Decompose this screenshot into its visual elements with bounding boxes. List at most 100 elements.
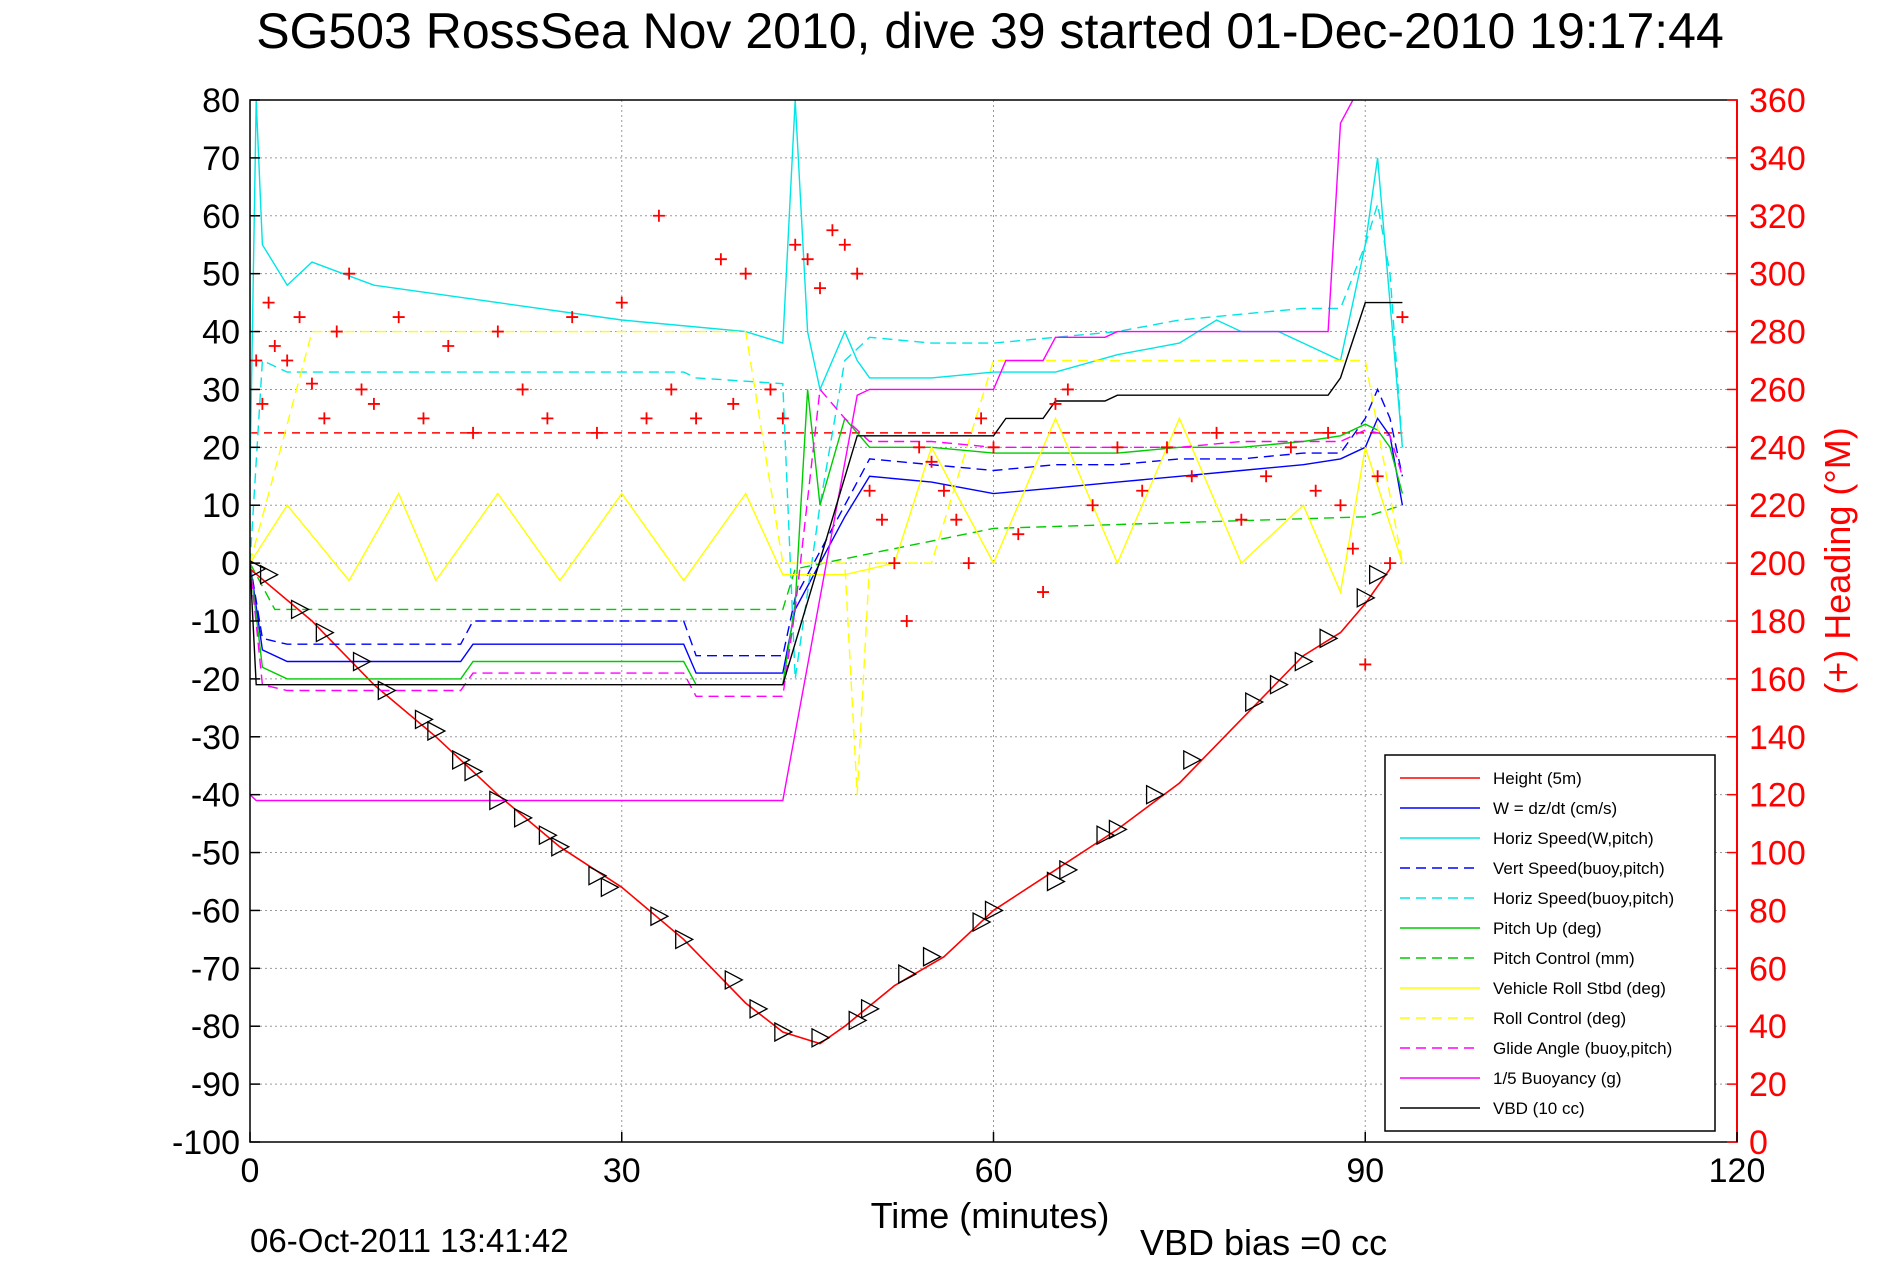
y-tick-label: 50 (202, 256, 240, 294)
heading-marker (1210, 426, 1223, 439)
heading-marker (1160, 441, 1173, 454)
triangle-marker (551, 836, 571, 857)
heading-marker (925, 455, 938, 468)
heading-marker (355, 383, 368, 396)
heading-marker (1111, 441, 1124, 454)
right-tick-label: 220 (1749, 487, 1806, 525)
triangle-marker (984, 900, 1004, 921)
right-tick-label: 300 (1749, 256, 1806, 294)
triangle-marker (1059, 859, 1079, 881)
triangle-marker (898, 964, 918, 985)
heading-marker (826, 224, 839, 237)
heading-marker (541, 412, 554, 425)
heading-marker (652, 209, 665, 222)
triangle-marker (489, 790, 509, 811)
heading-marker (590, 426, 603, 439)
right-tick-label: 200 (1749, 545, 1806, 583)
legend-label: Glide Angle (buoy,pitch) (1493, 1039, 1672, 1058)
right-tick-label: 320 (1749, 198, 1806, 236)
heading-marker (789, 238, 802, 251)
heading-marker (739, 267, 752, 280)
x-axis: 0 30 60 90 120 (241, 1132, 1766, 1190)
right-tick-label: 160 (1749, 661, 1806, 699)
heading-marker (975, 412, 988, 425)
heading-marker (442, 340, 455, 353)
heading-marker (1284, 441, 1297, 454)
heading-marker (888, 557, 901, 570)
left-axis: 80 70 60 50 40 30 20 10 0 -10 -20 -30 -40 -50 -60 -70 -8… (172, 82, 260, 1162)
triangle-marker (1356, 587, 1376, 608)
heading-marker (665, 383, 678, 396)
heading-marker (281, 354, 294, 367)
triangle-marker (538, 825, 558, 846)
x-tick-label: 0 (241, 1152, 260, 1190)
heading-marker (851, 267, 864, 280)
heading-marker (250, 354, 263, 367)
x-tick-label: 120 (1709, 1152, 1766, 1190)
heading-marker (1185, 470, 1198, 483)
heading-marker (1049, 397, 1062, 410)
triangle-marker (1245, 691, 1265, 713)
right-tick-label: 40 (1749, 1008, 1787, 1046)
triangle-marker (1096, 825, 1116, 846)
triangle-marker (1145, 784, 1165, 805)
heading-marker (1346, 542, 1359, 555)
heading-marker (392, 311, 405, 324)
chart-title: SG503 RossSea Nov 2010, dive 39 started … (256, 3, 1724, 59)
right-tick-label: 140 (1749, 719, 1806, 757)
right-tick-label: 100 (1749, 835, 1806, 873)
right-tick-label: 340 (1749, 140, 1806, 178)
heading-marker (1384, 557, 1397, 570)
right-tick-label: 180 (1749, 603, 1806, 641)
y-tick-label: -30 (191, 719, 240, 757)
series-line-11 (250, 100, 1354, 802)
triangle-marker (1108, 819, 1128, 840)
y-tick-label: -90 (191, 1066, 240, 1104)
right-axis: 3603403203002802602402202001801601401201… (1727, 82, 1806, 1162)
legend-label: Pitch Up (deg) (1493, 919, 1602, 938)
heading-marker (343, 267, 356, 280)
legend-label: Vehicle Roll Stbd (deg) (1493, 979, 1666, 998)
timestamp-footer: 06-Oct-2011 13:41:42 (250, 1222, 569, 1259)
heading-marker (1309, 484, 1322, 497)
series-line-4 (250, 387, 1404, 657)
legend-label: VBD (10 cc) (1493, 1099, 1585, 1118)
right-tick-label: 260 (1749, 371, 1806, 409)
heading-marker (875, 513, 888, 526)
right-tick-label: 80 (1749, 892, 1787, 930)
legend-label: Vert Speed(buoy,pitch) (1493, 859, 1665, 878)
heading-marker (318, 412, 331, 425)
legend-label: Roll Control (deg) (1493, 1009, 1626, 1028)
triangle-marker (749, 998, 769, 1019)
legend-label: Horiz Speed(W,pitch) (1493, 829, 1654, 848)
triangle-marker (675, 929, 695, 950)
heading-marker (615, 296, 628, 309)
triangle-marker (352, 651, 372, 672)
legend: Height (5m) W = dz/dt (cm/s) Horiz Speed(W… (1384, 754, 1716, 1132)
heading-marker (417, 412, 430, 425)
triangle-marker (724, 969, 744, 990)
triangle-marker (848, 1010, 868, 1031)
heading-marker (690, 412, 703, 425)
heading-marker (1012, 528, 1025, 541)
triangle-marker (1269, 674, 1289, 695)
heading-marker (1086, 499, 1099, 512)
heading-marker (1334, 499, 1347, 512)
series-line-12 (250, 301, 1403, 686)
series-line-9 (250, 330, 1404, 795)
heading-marker (900, 615, 913, 627)
heading-marker (491, 325, 504, 338)
right-tick-label: 240 (1749, 429, 1806, 467)
y-tick-label: 10 (202, 487, 240, 525)
triangle-marker (377, 680, 397, 701)
heading-marker (640, 412, 653, 425)
heading-marker (268, 340, 281, 353)
triangle-marker (1046, 871, 1066, 892)
right-tick-label: 0 (1749, 1124, 1768, 1162)
right-tick-label: 20 (1749, 1066, 1787, 1104)
triangle-marker (860, 998, 880, 1019)
triangle-marker (452, 749, 472, 771)
heading-marker (330, 325, 343, 338)
legend-box (1384, 754, 1716, 1132)
